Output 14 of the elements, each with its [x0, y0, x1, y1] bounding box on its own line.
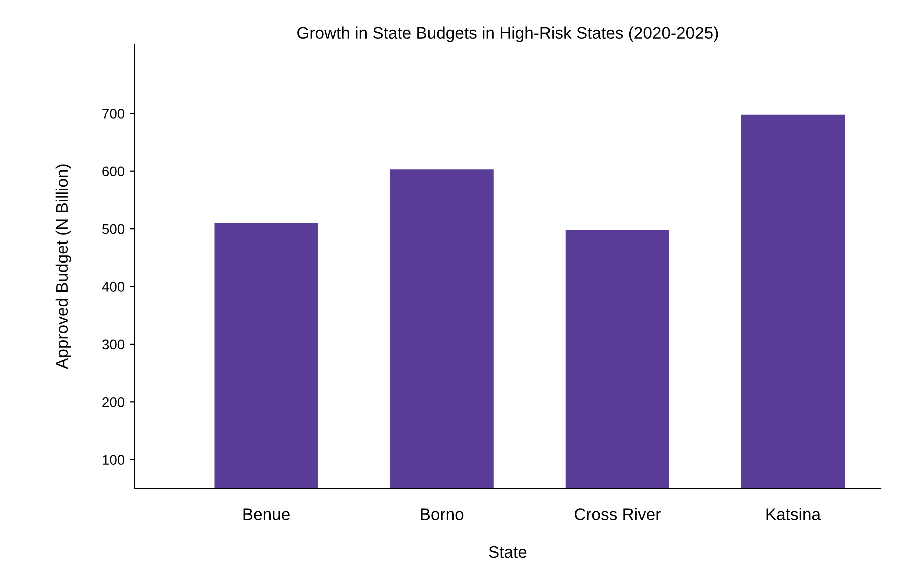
x-axis-title: State: [489, 546, 527, 558]
y-tick-label: 400: [102, 282, 125, 292]
y-tick-label: 300: [102, 340, 125, 350]
y-axis-title: Approved Budget (N Billion): [56, 164, 72, 370]
x-tick-label: Katsina: [766, 508, 822, 520]
y-tick-label: 200: [102, 398, 125, 408]
y-tick-label: 700: [102, 109, 125, 119]
y-tick-label: 500: [102, 224, 125, 234]
x-tick-label: Benue: [244, 508, 290, 520]
x-tick-label: Cross River: [574, 508, 661, 520]
y-tick-label: 100: [103, 455, 125, 466]
chart-title: Growth in State Budgets in High-Risk States (2020-2025): [298, 26, 718, 42]
x-tick-label: Borno: [421, 508, 464, 520]
y-tick-label: 600: [102, 166, 125, 177]
